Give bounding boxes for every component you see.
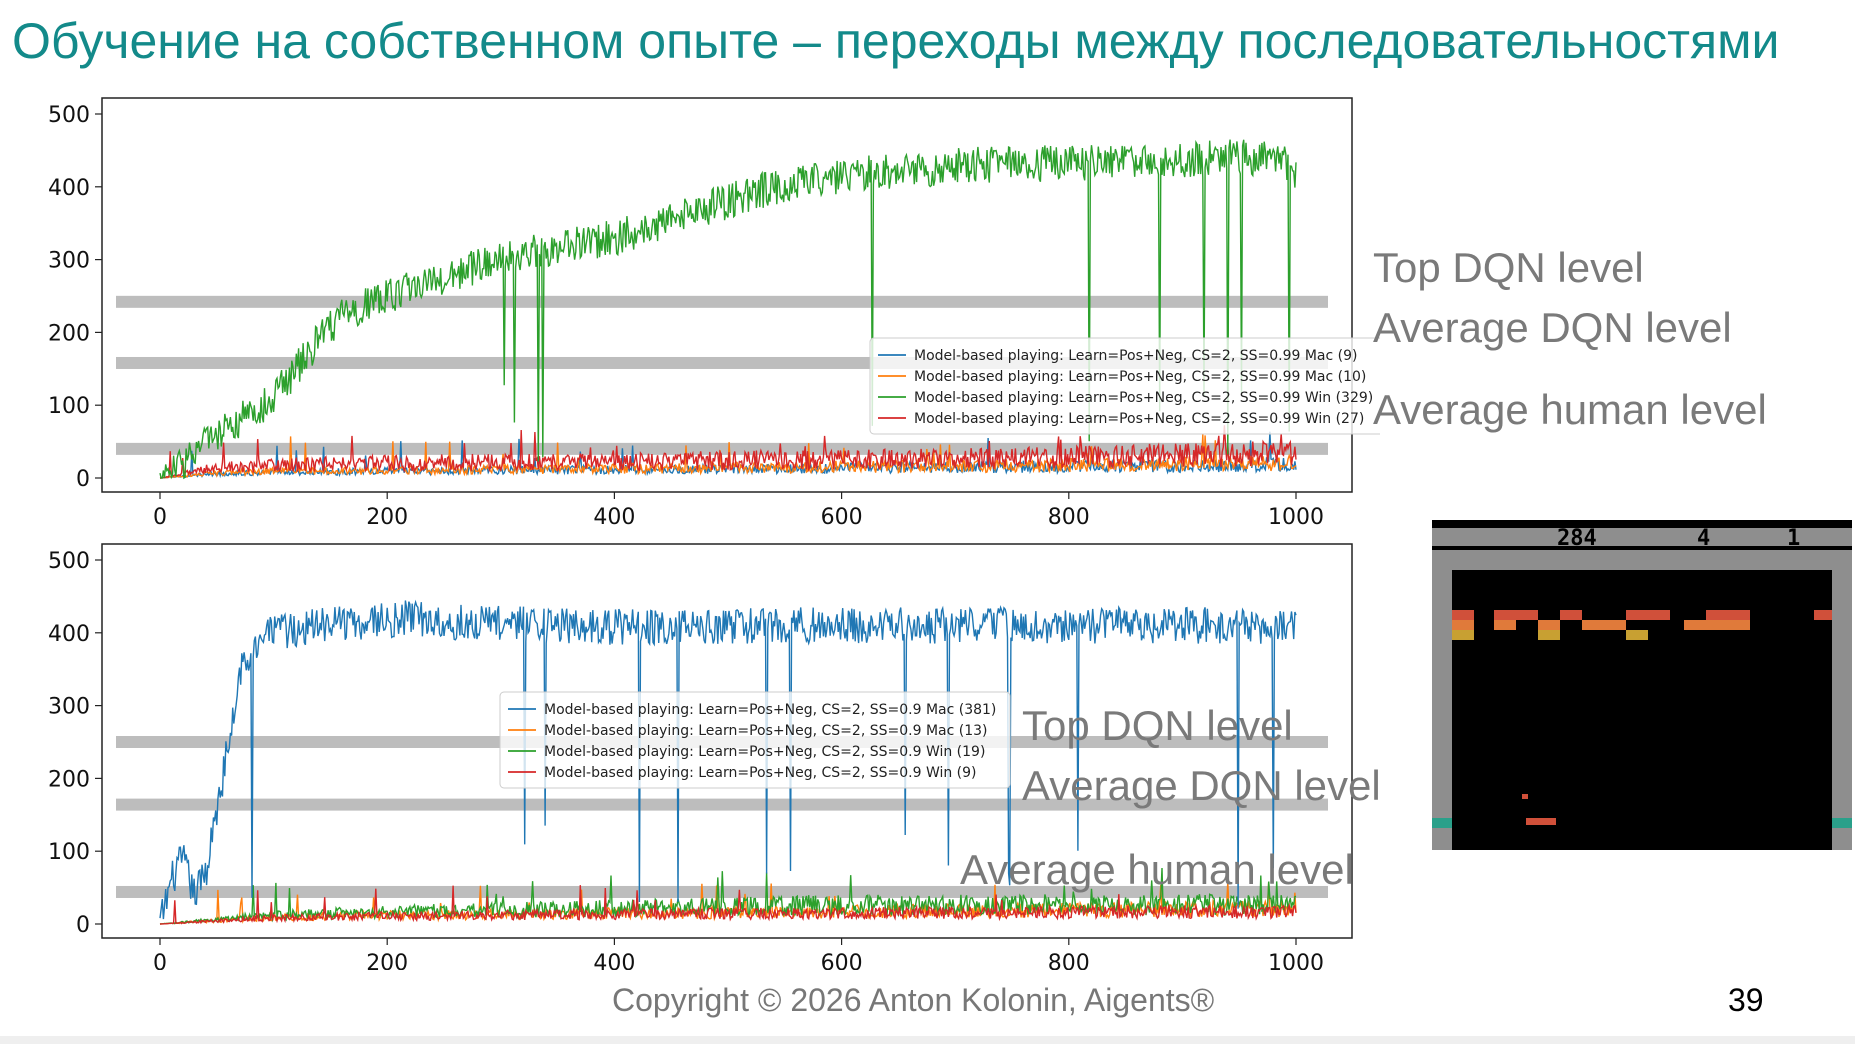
game-lives: 4 xyxy=(1697,526,1710,551)
x-tick-label: 600 xyxy=(821,505,863,526)
level-label-average-human: Average human level xyxy=(960,846,1354,893)
y-tick-label: 0 xyxy=(76,467,90,492)
legend-entry: Model-based playing: Learn=Pos+Neg, CS=2… xyxy=(914,369,1366,385)
y-tick-label: 300 xyxy=(48,695,90,720)
y-tick-label: 500 xyxy=(48,103,90,128)
y-tick-label: 100 xyxy=(48,840,90,865)
legend-entry: Model-based playing: Learn=Pos+Neg, CS=2… xyxy=(544,744,985,760)
legend-entry: Model-based playing: Learn=Pos+Neg, CS=2… xyxy=(544,702,996,718)
page-number: 39 xyxy=(1728,982,1764,1018)
legend-box xyxy=(869,337,1380,435)
x-tick-label: 400 xyxy=(593,505,635,526)
breakout-bricks xyxy=(1452,610,1832,640)
breakout-ball xyxy=(1522,794,1528,799)
legend-entry: Model-based playing: Learn=Pos+Neg, CS=2… xyxy=(914,411,1364,427)
breakout-paddle xyxy=(1526,818,1556,825)
y-tick-label: 200 xyxy=(48,321,90,346)
series-line xyxy=(159,599,1297,920)
slide-title: Обучение на собственном опыте – переходы… xyxy=(12,13,1780,69)
copyright-text: Copyright © 2026 Anton Kolonin, Aigents® xyxy=(612,982,1215,1018)
reference-band xyxy=(116,798,1328,811)
legend-entry: Model-based playing: Learn=Pos+Neg, CS=2… xyxy=(914,390,1373,406)
y-tick-label: 400 xyxy=(48,176,90,201)
reference-band xyxy=(116,295,1328,308)
y-tick-label: 500 xyxy=(48,549,90,574)
y-tick-label: 0 xyxy=(76,913,90,938)
y-tick-label: 200 xyxy=(48,767,90,792)
series-line xyxy=(159,139,1297,480)
game-score: 284 xyxy=(1557,526,1597,551)
series-line xyxy=(159,885,1297,925)
x-tick-label: 800 xyxy=(1048,951,1090,970)
series-line xyxy=(159,867,1297,925)
x-tick-label: 1000 xyxy=(1268,951,1324,970)
y-tick-label: 300 xyxy=(48,249,90,274)
legend-entry: Model-based playing: Learn=Pos+Neg, CS=2… xyxy=(544,723,987,739)
x-tick-label: 400 xyxy=(593,951,635,970)
breakout-game-screenshot: 284 4 1 xyxy=(1432,520,1852,850)
x-tick-label: 200 xyxy=(366,505,408,526)
x-tick-label: 1000 xyxy=(1268,505,1324,526)
x-tick-label: 800 xyxy=(1048,505,1090,526)
legend-entry: Model-based playing: Learn=Pos+Neg, CS=2… xyxy=(914,348,1357,364)
top-learning-chart: 0 200 400 600 800 1000 0 100 200 300 400 500 Model-b… xyxy=(48,97,1380,526)
footer-divider xyxy=(0,1036,1855,1044)
bottom-learning-chart: 0 200 400 600 800 1000 0 100 200 300 400 500 Model-b… xyxy=(48,543,1380,970)
x-tick-label: 200 xyxy=(366,951,408,970)
legend-entry: Model-based playing: Learn=Pos+Neg, CS=2… xyxy=(544,765,977,781)
x-tick-label: 0 xyxy=(153,505,167,526)
x-tick-label: 600 xyxy=(821,951,863,970)
legend-box xyxy=(499,691,1011,789)
level-label-average-dqn: Average DQN level xyxy=(1022,762,1380,809)
y-tick-label: 100 xyxy=(48,394,90,419)
top-dqn-level-label: Top DQN level xyxy=(1373,244,1644,291)
game-player: 1 xyxy=(1787,526,1800,551)
x-tick-label: 0 xyxy=(153,951,167,970)
y-tick-label: 400 xyxy=(48,622,90,647)
breakout-game-icon: 284 4 1 xyxy=(1432,520,1852,850)
average-human-level-label: Average human level xyxy=(1373,386,1767,433)
average-dqn-level-label: Average DQN level xyxy=(1373,304,1732,351)
level-label-top-dqn: Top DQN level xyxy=(1022,702,1293,749)
series-line xyxy=(159,425,1297,479)
